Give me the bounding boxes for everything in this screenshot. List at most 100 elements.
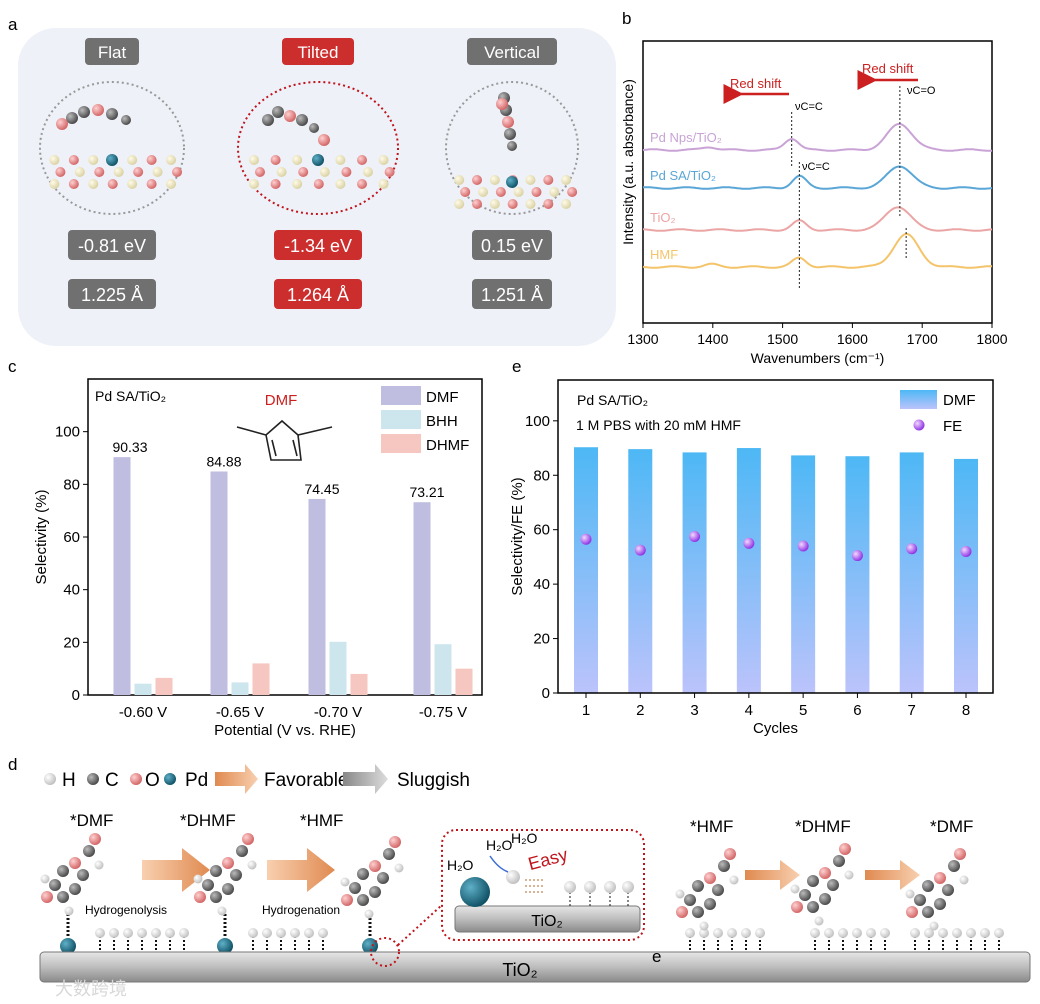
step-hydrogenolysis: Hydrogenolysis (85, 903, 167, 917)
step-hydrogenation: Hydrogenation (262, 903, 340, 917)
adsorbed-h-atom (866, 928, 876, 938)
molecule-atom (906, 906, 918, 918)
molecule-atom (929, 921, 939, 931)
palladium-atom-icon (164, 773, 176, 785)
surface-atom (384, 167, 395, 177)
surface-atom (172, 167, 183, 177)
molecule-atom (364, 909, 374, 919)
surface-atom (489, 199, 500, 209)
panel-label-d: d (8, 755, 17, 774)
surface-atom (513, 187, 524, 197)
spectrum-line (643, 206, 993, 232)
adsorbed-h-atom (276, 928, 286, 938)
inset-adsorbed-h-atom (584, 881, 596, 893)
x-tick-label: 3 (690, 702, 698, 719)
bond-length: 1.225 Å (81, 285, 143, 305)
adsorbed-h-atom (994, 928, 1004, 938)
surface-atom (88, 155, 99, 165)
adsorbed-h-atom (685, 928, 695, 938)
x-tick-label: 2 (636, 702, 644, 719)
pd-atom (312, 154, 324, 166)
molecule-atom (272, 106, 284, 118)
molecule-atom (106, 108, 118, 120)
molecule-atom (69, 883, 81, 895)
surface-atom (335, 155, 346, 165)
surface-atom (313, 179, 324, 189)
molecule-atom (369, 860, 381, 872)
hydrogen-atom-icon (44, 773, 56, 785)
surface-atom (298, 167, 309, 177)
molecule-atom (704, 898, 716, 910)
molecule-atom (675, 889, 685, 899)
adsorbed-h-atom (123, 928, 133, 938)
x-tick-label: 1 (582, 702, 590, 719)
plot-frame (557, 379, 994, 694)
legend-h: H (62, 770, 76, 791)
molecule-atom (341, 894, 353, 906)
adsorbed-h-atom (910, 928, 920, 938)
y-tick-label: 0 (72, 687, 80, 704)
legend-label: DMF (943, 392, 976, 409)
bar-dmf (210, 471, 228, 695)
adsorbed-h-atom (924, 928, 934, 938)
panel-c-title: Pd SA/TiO₂ (95, 388, 166, 404)
surface-atom (472, 199, 483, 209)
x-tick-label: 1400 (697, 331, 728, 347)
y-tick-label: 0 (542, 685, 550, 702)
adsorbed-h-atom (838, 928, 848, 938)
surface-atom (146, 155, 157, 165)
point-fe (580, 533, 592, 545)
molecule-atom (242, 833, 254, 845)
adsorbed-h-atom (852, 928, 862, 938)
adsorbed-h-atom (938, 928, 948, 938)
bar-value-label: 73.21 (409, 484, 444, 500)
bar-dmf (682, 452, 707, 693)
carbon-atom-icon (87, 773, 99, 785)
molecule-atom (69, 857, 81, 869)
adsorption-energy-box (274, 230, 362, 260)
y-tick-label: 20 (533, 631, 550, 648)
molecule-atom (807, 875, 819, 887)
x-tick-label: 1800 (976, 331, 1007, 347)
molecule-atom (676, 906, 688, 918)
species-dhmf-left: *DHMF (180, 811, 236, 830)
surface-atom (543, 175, 554, 185)
molecule-atom (56, 118, 68, 130)
species-hmf-right: *HMF (690, 817, 733, 836)
surface-atom (319, 167, 330, 177)
favorable-arrow-icon (215, 764, 258, 794)
bar-dmf (954, 458, 978, 693)
surface-atom (88, 179, 99, 189)
molecule-atom (914, 894, 926, 906)
adsorbed-h-atom (137, 928, 147, 938)
legend-c: C (105, 770, 119, 791)
panel-label-e: e (512, 357, 521, 376)
legend-label: DHMF (426, 437, 469, 454)
molecule-atom (94, 860, 104, 870)
surface-atom (68, 179, 79, 189)
red-shift-label: Red shift (730, 76, 782, 91)
series-label: HMF (650, 247, 678, 262)
adsorbed-h-atom (248, 928, 258, 938)
bond-length-box (274, 279, 362, 309)
sluggish-arrow-icon (343, 764, 388, 794)
surface-atom (561, 199, 572, 209)
panel-a: a Flat -0.81 eV 1.225 Å Tilted -1.34 eV 1.264… (8, 15, 616, 346)
pd-single-atom (217, 938, 233, 954)
adsorbed-h-atom (727, 928, 737, 938)
x-tick-label: 6 (853, 702, 861, 719)
molecule-atom (507, 141, 517, 151)
adsorbed-h-atom (179, 928, 189, 938)
inset-support-label: TiO₂ (531, 913, 562, 930)
red-shift-label: Red shift (862, 61, 914, 76)
x-tick-label: 1700 (907, 331, 938, 347)
molecule-atom (827, 879, 839, 891)
point-fe (743, 537, 755, 549)
surface-atom (378, 179, 389, 189)
molecule-atom (318, 134, 330, 146)
bar-dmf (308, 498, 326, 695)
adsorbed-h-atom (966, 928, 976, 938)
config-label-box (467, 38, 557, 65)
molecule-atom (922, 880, 934, 892)
bar-dhmf (252, 663, 270, 695)
